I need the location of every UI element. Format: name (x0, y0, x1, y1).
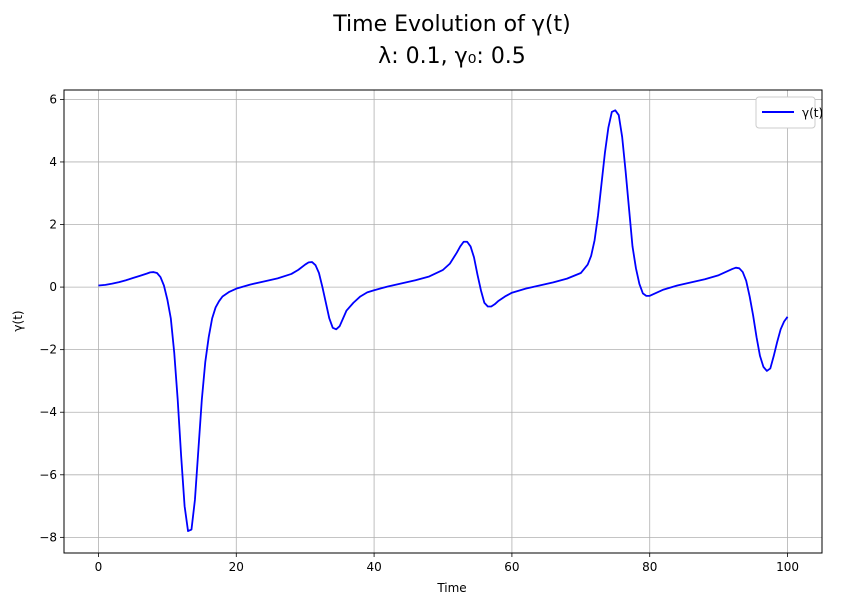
y-tick-label: 2 (49, 218, 57, 232)
x-tick-label: 100 (776, 560, 799, 574)
x-axis: 0 20 40 60 80 100 (95, 553, 799, 574)
x-tick-label: 40 (366, 560, 381, 574)
chart-title-line2: λ: 0.1, γ₀: 0.5 (378, 44, 526, 69)
y-tick-label: −8 (39, 530, 57, 544)
plot-area-frame (63, 89, 823, 554)
y-tick-label: 4 (49, 155, 57, 169)
x-tick-label: 80 (642, 560, 657, 574)
y-tick-label: 0 (49, 280, 57, 294)
y-tick-label: −4 (39, 405, 57, 419)
x-tick-label: 60 (504, 560, 519, 574)
x-tick-label: 0 (95, 560, 103, 574)
chart-title-line1: Time Evolution of γ(t) (332, 12, 570, 37)
grid (64, 90, 822, 553)
x-axis-title: Time (436, 581, 466, 595)
y-tick-label: −2 (39, 343, 57, 357)
y-tick-label: 6 (49, 92, 57, 106)
y-tick-label: −6 (39, 468, 57, 482)
y-axis-title: γ(t) (11, 310, 25, 331)
series-layer (98, 109, 789, 532)
legend-label: γ(t) (802, 106, 823, 120)
legend: γ(t) (755, 96, 823, 129)
y-axis: −8 −6 −4 −2 0 2 4 6 (39, 92, 64, 544)
x-tick-label: 20 (229, 560, 244, 574)
series-line (98, 109, 789, 532)
